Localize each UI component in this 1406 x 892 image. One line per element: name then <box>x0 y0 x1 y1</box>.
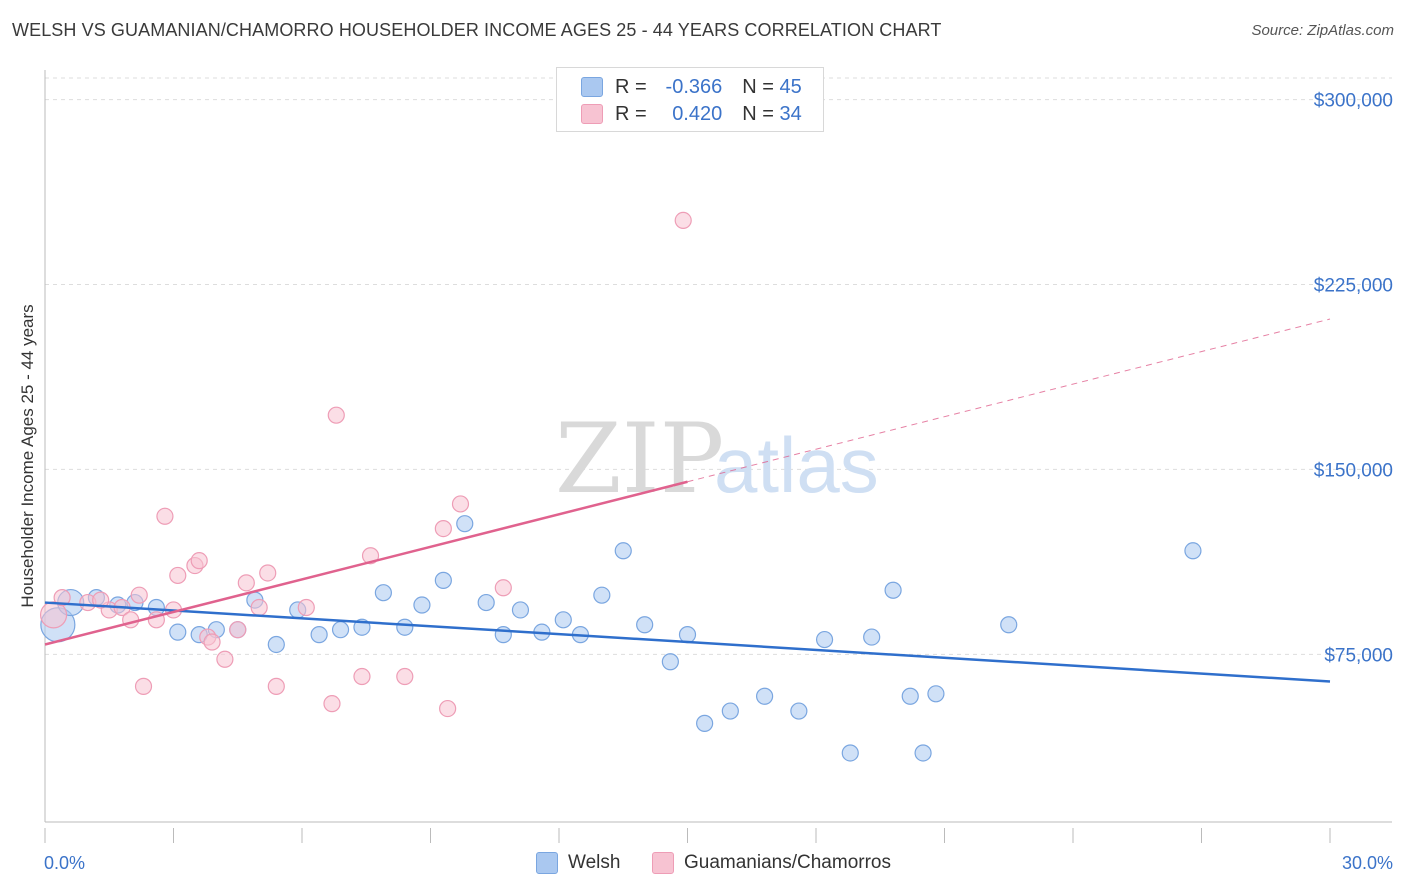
welsh-point <box>413 596 431 614</box>
bottom-swatch-guamanian <box>652 852 674 874</box>
guamanian-point <box>396 667 414 686</box>
r-value-welsh: -0.366 <box>665 75 723 98</box>
y-tick-label: $225,000 <box>1314 276 1393 297</box>
x-tick-label-min: 0.0% <box>44 853 85 873</box>
guamanian-trend-extension <box>687 318 1331 483</box>
watermark-atlas: atlas <box>714 421 879 509</box>
welsh-point <box>901 687 919 705</box>
welsh-point <box>841 744 859 762</box>
guamanian-point <box>190 552 208 570</box>
guamanian-point <box>434 519 452 538</box>
guamanian-point <box>130 586 148 604</box>
r-value-guamanian: 0.420 <box>672 102 723 125</box>
guamanian-point <box>327 406 345 424</box>
bottom-label-guamanian: Guamanians/Chamorros <box>684 852 891 873</box>
welsh-point <box>790 702 808 720</box>
guamanian-trend-line <box>44 480 688 646</box>
y-tick-label: $300,000 <box>1314 91 1393 112</box>
welsh-point <box>1000 616 1018 634</box>
guamanian-point <box>156 507 174 525</box>
guamanian-point <box>134 677 153 695</box>
guamanian-point <box>494 579 512 597</box>
welsh-trend-line <box>44 601 1331 683</box>
tick-labels: $75,000 $150,000 $225,000 $300,000 0.0% 30.0% <box>44 91 1393 873</box>
welsh-point <box>331 621 350 639</box>
r-label: R = <box>615 102 647 125</box>
welsh-point <box>636 616 654 634</box>
welsh-point <box>661 653 679 671</box>
watermark-zip: ZIP <box>555 403 724 515</box>
y-tick-label: $150,000 <box>1314 460 1393 481</box>
legend-row-guamanian: R = 0.420 N = 34 <box>581 101 802 127</box>
guamanian-point <box>229 621 247 639</box>
guamanian-point <box>323 695 341 713</box>
guamanian-point <box>237 574 255 592</box>
welsh-point <box>511 601 530 619</box>
guamanian-point <box>674 211 692 229</box>
source-note: Source: ZipAtlas.com <box>1251 22 1394 39</box>
y-tick-label: $75,000 <box>1324 645 1393 666</box>
guamanian-point <box>250 598 268 617</box>
watermark: ZIP atlas <box>555 403 879 515</box>
axes <box>44 70 1392 843</box>
welsh-point <box>1184 542 1202 560</box>
welsh-point <box>169 623 187 641</box>
welsh-point <box>721 702 739 720</box>
guamanian-point <box>297 598 315 617</box>
bottom-swatch-welsh <box>536 852 558 874</box>
chart-title: WELSH VS GUAMANIAN/CHAMORRO HOUSEHOLDER … <box>12 20 942 40</box>
x-tick-label-max: 30.0% <box>1342 853 1393 873</box>
n-label: N = <box>742 102 774 125</box>
guamanian-point <box>267 677 285 695</box>
welsh-point <box>755 687 774 705</box>
n-label: N = <box>742 75 774 98</box>
grid-lines <box>45 77 1392 655</box>
guamanian-point <box>203 633 221 651</box>
welsh-point <box>884 581 902 599</box>
data-points <box>39 211 1202 762</box>
welsh-point <box>554 611 572 629</box>
guamanian-point <box>53 589 71 607</box>
bottom-legend-welsh: Welsh <box>536 852 620 874</box>
welsh-point <box>696 714 714 732</box>
welsh-point <box>374 584 392 602</box>
welsh-point <box>456 515 474 533</box>
welsh-point <box>494 626 512 644</box>
guamanian-point <box>169 566 187 585</box>
guamanian-point <box>92 591 110 609</box>
guamanian-point <box>259 564 277 582</box>
n-value-guamanian: 34 <box>779 102 802 125</box>
trend-lines <box>44 318 1331 683</box>
welsh-point <box>477 593 495 612</box>
guamanian-point <box>361 547 380 565</box>
legend-swatch-welsh <box>581 77 603 97</box>
welsh-point <box>815 630 834 649</box>
welsh-point <box>863 628 881 646</box>
welsh-point <box>434 571 452 589</box>
guamanian-point <box>451 495 470 513</box>
guamanian-point <box>216 650 234 668</box>
n-value-welsh: 45 <box>779 75 802 98</box>
guamanian-point <box>353 667 371 686</box>
welsh-point <box>927 685 945 703</box>
welsh-point <box>593 586 611 604</box>
welsh-point <box>614 542 632 560</box>
guamanian-point <box>439 699 457 718</box>
r-label: R = <box>615 75 647 98</box>
welsh-point <box>914 744 932 762</box>
welsh-point <box>310 626 328 644</box>
welsh-point <box>678 626 697 644</box>
legend-row-welsh: R = -0.366 N = 45 <box>581 74 802 100</box>
legend-swatch-guamanian <box>581 104 603 124</box>
bottom-legend-guamanian: Guamanians/Chamorros <box>652 852 891 874</box>
welsh-point <box>396 618 414 636</box>
correlation-legend: R = -0.366 N = 45 R = 0.420 N = 34 <box>556 67 824 132</box>
bottom-label-welsh: Welsh <box>568 852 621 873</box>
welsh-point <box>267 635 285 654</box>
